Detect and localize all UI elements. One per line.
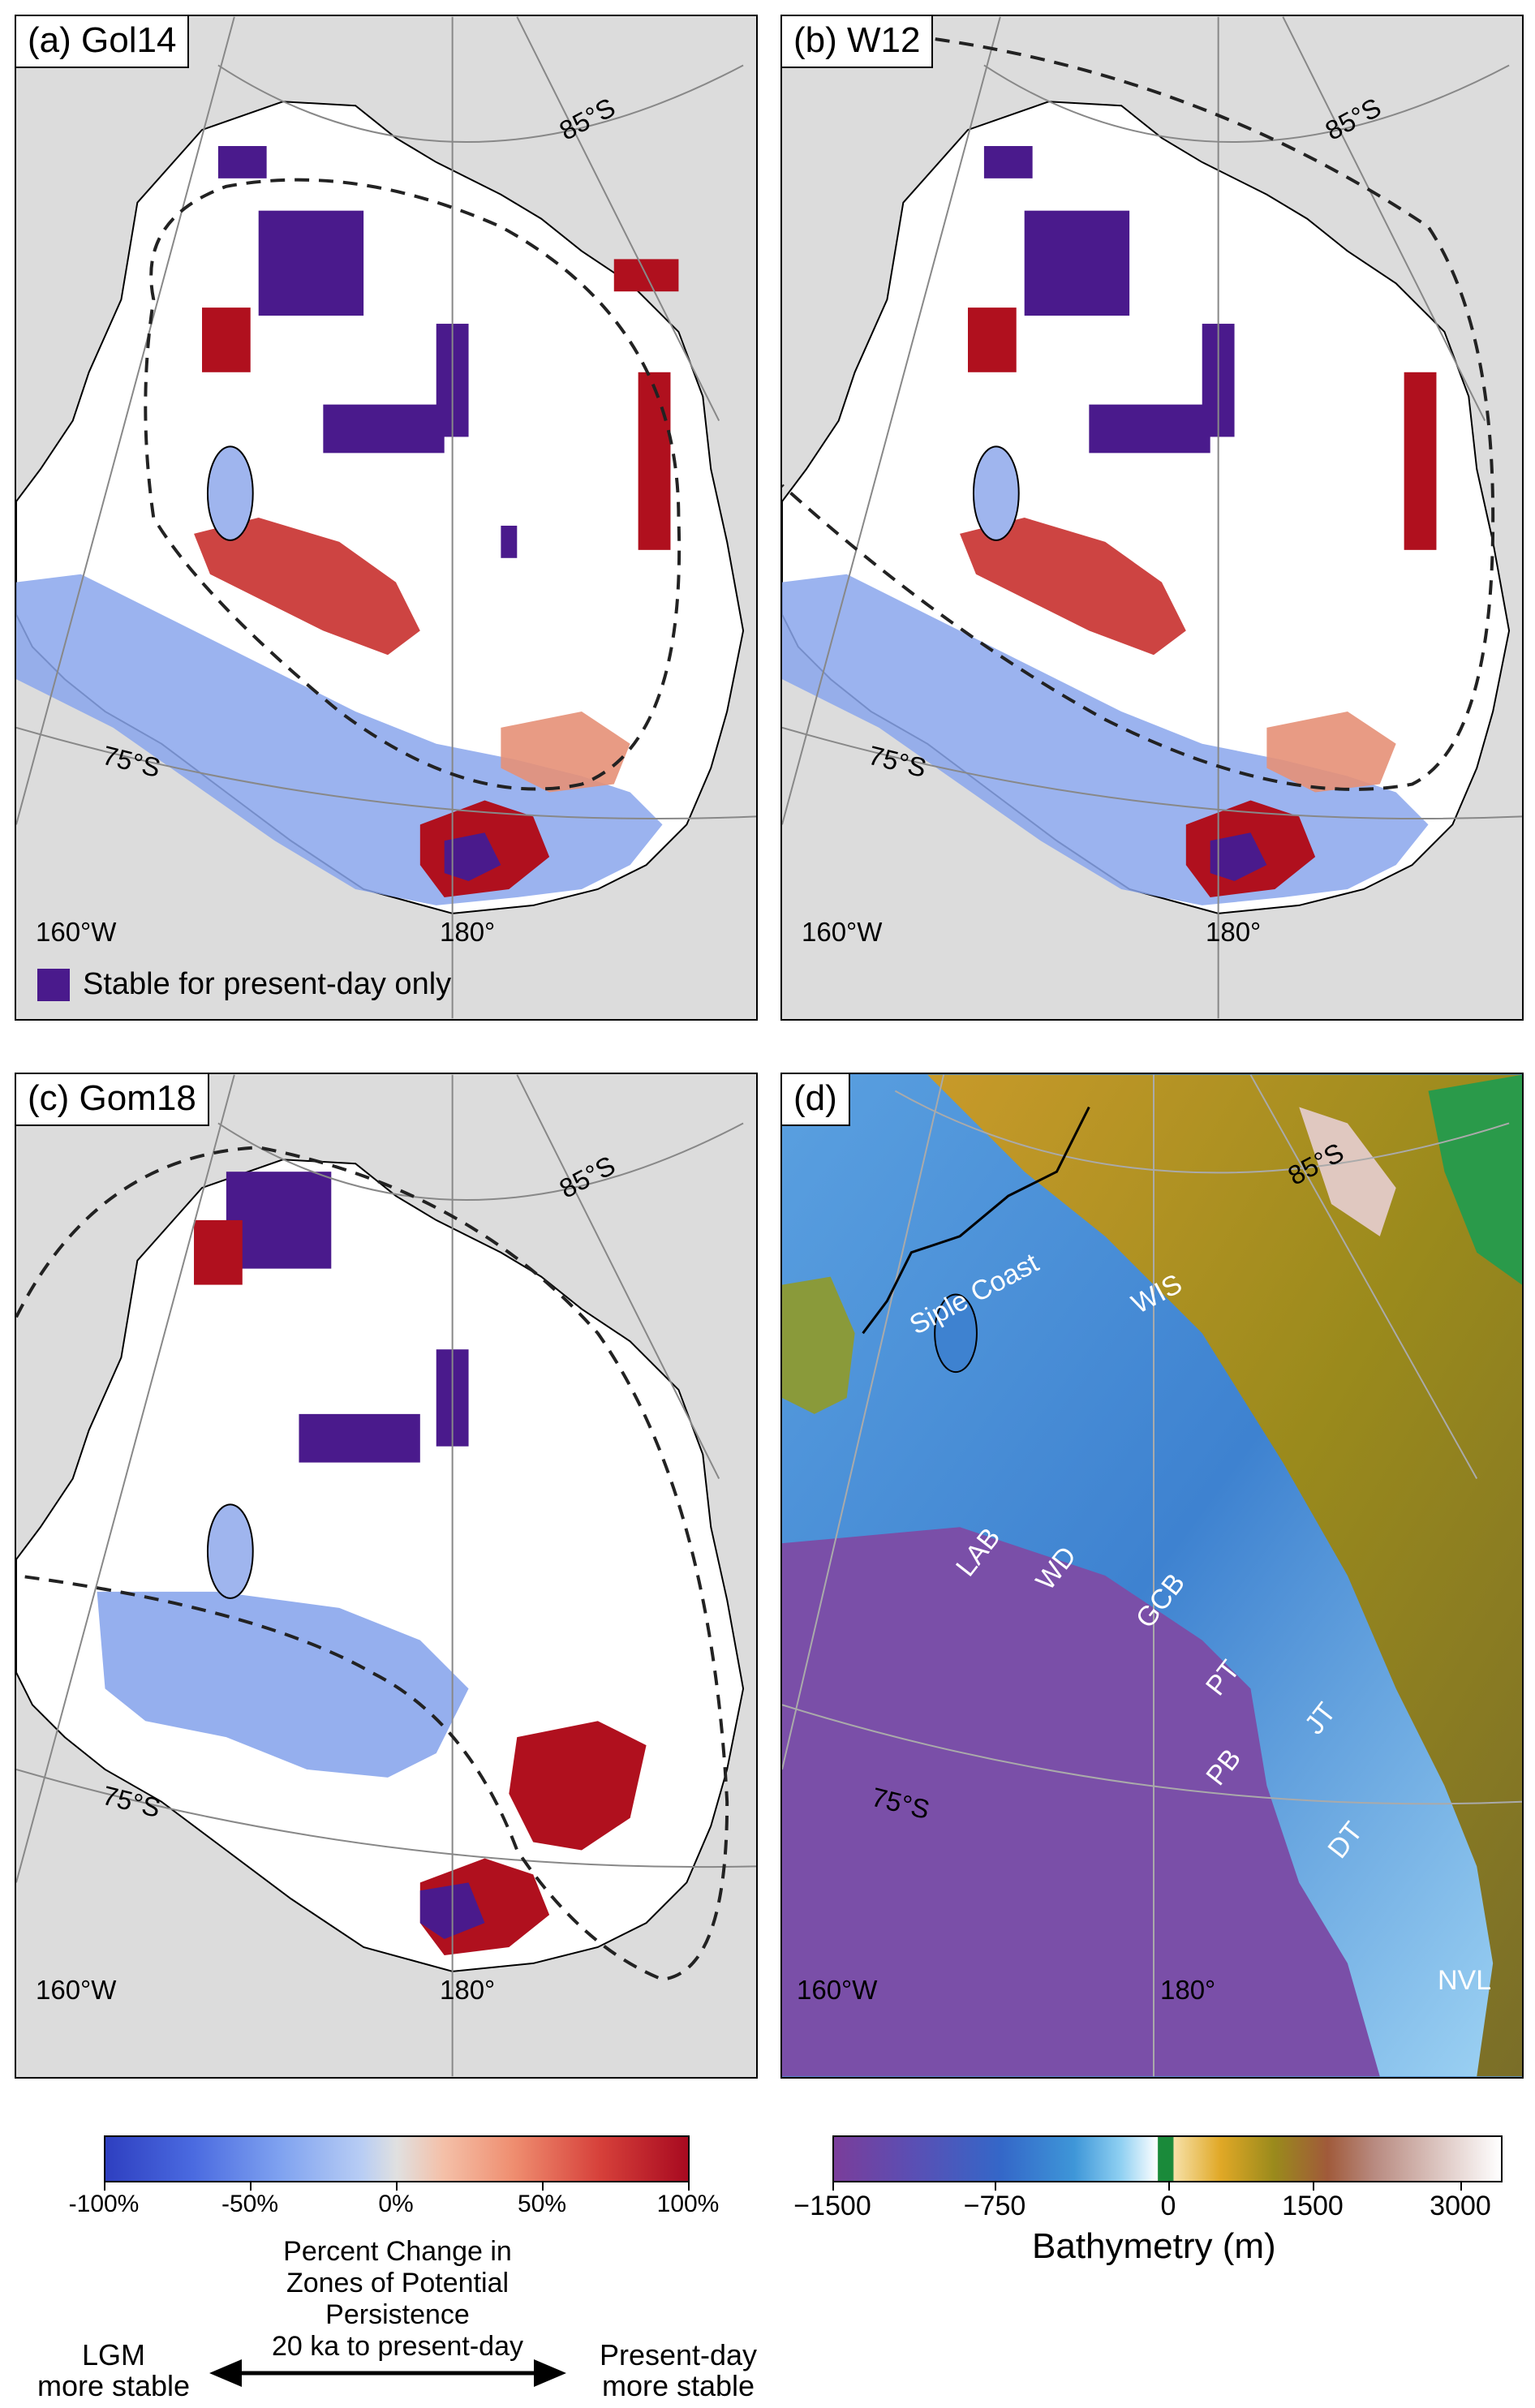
colorbar-left-title: Percent Change in Zones of Potential Per… xyxy=(235,2236,560,2363)
lgm-line-1: LGM xyxy=(81,2338,145,2371)
panel-a-gol14: (a) Gol14 85°S 75°S 160°W 180° Stable fo… xyxy=(15,15,758,1021)
lon-160-label-c: 160°W xyxy=(36,1975,117,2005)
cbar-left-tick-3 xyxy=(396,2182,398,2191)
lon-180-label-d: 180° xyxy=(1160,1975,1216,2005)
cbar-right-tick-4 xyxy=(1313,2182,1314,2191)
lon-160-label-d: 160°W xyxy=(797,1975,878,2005)
cbar-right-label-5: 3000 xyxy=(1430,2191,1491,2221)
panel-c-gom18: (c) Gom18 85°S 75°S 160°W 180° xyxy=(15,1073,758,2079)
lon-180-label-b: 180° xyxy=(1206,917,1262,947)
cbar-left-label-4: 50% xyxy=(517,2191,567,2217)
map-b xyxy=(782,16,1522,1019)
present-line-2: more stable xyxy=(601,2368,755,2402)
cbar-title-line-3: 20 ka to present-day xyxy=(272,2331,523,2363)
legend-stable-present-day: Stable for present-day only xyxy=(37,967,451,1002)
cbar-left-label-3: 0% xyxy=(378,2191,414,2217)
map-c xyxy=(16,1074,756,2077)
cbar-right-label-2: −750 xyxy=(963,2191,1026,2221)
cbar-right-tick-2 xyxy=(995,2182,996,2191)
map-d xyxy=(782,1074,1522,2077)
lgm-line-2: more stable xyxy=(37,2368,191,2402)
cbar-left-label-5: 100% xyxy=(656,2191,720,2217)
cbar-right-label-4: 1500 xyxy=(1282,2191,1344,2221)
panel-b-title: (b) W12 xyxy=(782,16,934,69)
double-arrow-icon xyxy=(209,2359,566,2387)
cbar-left-tick-5 xyxy=(688,2182,690,2191)
panel-d-bathymetry: (d) 85°S 75°S 160°W 180° Siple Coast WIS… xyxy=(780,1073,1524,2079)
colorbar-percent-change xyxy=(104,2135,690,2182)
lgm-more-stable-label: LGM more stable xyxy=(32,2340,195,2402)
legend-note-text: Stable for present-day only xyxy=(83,967,452,1001)
panel-d-title: (d) xyxy=(782,1074,850,1127)
cbar-right-tick-5 xyxy=(1460,2182,1462,2191)
panel-a-title: (a) Gol14 xyxy=(16,16,190,69)
cbar-left-tick-2 xyxy=(250,2182,252,2191)
cbar-right-tick-1 xyxy=(832,2182,834,2191)
cbar-right-label-3: 0 xyxy=(1160,2191,1176,2221)
lon-160-label-b: 160°W xyxy=(802,917,883,947)
lon-160-label-a: 160°W xyxy=(36,917,117,947)
present-line-1: Present-day xyxy=(599,2338,758,2371)
cbar-right-tick-3 xyxy=(1168,2182,1170,2191)
cbar-right-label-1: −1500 xyxy=(793,2191,871,2221)
present-day-more-stable-label: Present-day more stable xyxy=(573,2340,784,2402)
label-nvl: NVL xyxy=(1438,1965,1492,1996)
cbar-title-line-1: Percent Change in xyxy=(283,2236,512,2267)
colorbar-bathymetry xyxy=(832,2135,1503,2182)
cbar-left-tick-4 xyxy=(542,2182,544,2191)
cbar-left-tick-1 xyxy=(104,2182,105,2191)
map-a xyxy=(16,16,756,1019)
legend-swatch xyxy=(37,968,70,1001)
lon-180-label-c: 180° xyxy=(440,1975,496,2005)
panel-c-title: (c) Gom18 xyxy=(16,1074,209,1127)
panel-b-w12: (b) W12 85°S 75°S 160°W 180° xyxy=(780,15,1524,1021)
cbar-title-line-2: Zones of Potential Persistence xyxy=(286,2268,510,2331)
lon-180-label-a: 180° xyxy=(440,917,496,947)
colorbar-right-title: Bathymetry (m) xyxy=(1032,2226,1276,2266)
cbar-left-label-2: -50% xyxy=(221,2191,279,2217)
cbar-left-label-1: -100% xyxy=(68,2191,140,2217)
